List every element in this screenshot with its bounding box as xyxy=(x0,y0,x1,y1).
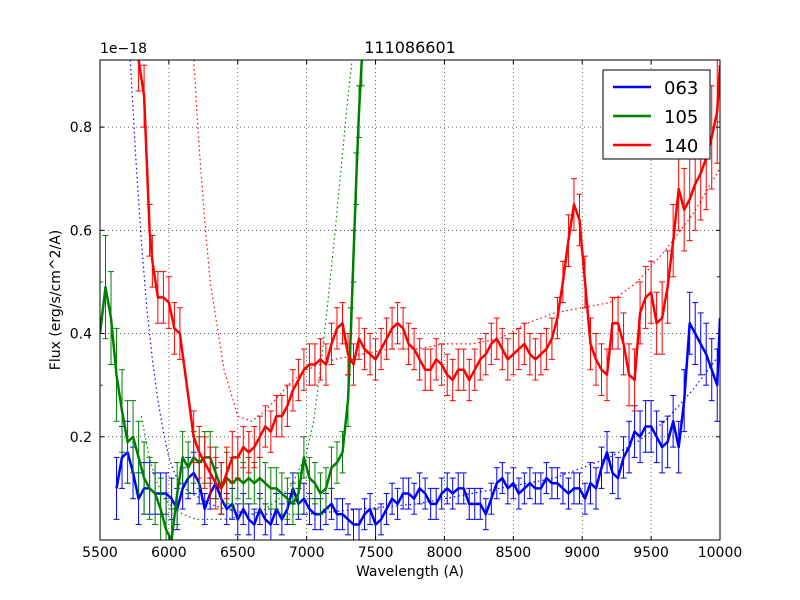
series-105-fit-line xyxy=(140,60,353,521)
series-105 xyxy=(100,60,365,540)
x-tick-label: 9500 xyxy=(633,545,669,561)
x-tick-label: 7500 xyxy=(358,545,394,561)
y-offset-label: 1e−18 xyxy=(100,41,147,57)
series-140 xyxy=(135,60,720,515)
y-tick-label: 0.6 xyxy=(70,223,92,239)
y-tick-label: 0.2 xyxy=(70,430,92,446)
x-tick-label: 9000 xyxy=(564,545,600,561)
x-tick-label: 5500 xyxy=(82,545,118,561)
axis-ticks: 5500 6000 6500 7000 7500 8000 8500 9000 9500 1000… xyxy=(70,60,743,561)
x-tick-label: 6000 xyxy=(151,545,187,561)
chart-title: 111086601 xyxy=(364,38,456,57)
plot-frame xyxy=(99,59,721,541)
x-tick-label: 7000 xyxy=(289,545,325,561)
x-tick-label: 6500 xyxy=(220,545,256,561)
series-105-line xyxy=(100,60,364,540)
y-tick-label: 0.8 xyxy=(70,120,92,136)
x-tick-label: 10000 xyxy=(698,545,743,561)
x-tick-label: 8500 xyxy=(496,545,532,561)
series-140-line xyxy=(137,60,720,490)
y-tick-label: 0.4 xyxy=(70,327,92,343)
legend-label-140: 140 xyxy=(664,136,698,157)
x-axis-label: Wavelength (A) xyxy=(356,564,464,580)
series-063-line xyxy=(115,318,720,526)
legend-label-063: 063 xyxy=(664,78,698,99)
legend: 063 105 140 xyxy=(602,69,711,160)
legend-label-105: 105 xyxy=(664,107,698,128)
x-tick-label: 8000 xyxy=(427,545,463,561)
y-axis-label: Flux (erg/s/cm^2/A) xyxy=(48,230,64,370)
series-layer xyxy=(100,60,720,540)
